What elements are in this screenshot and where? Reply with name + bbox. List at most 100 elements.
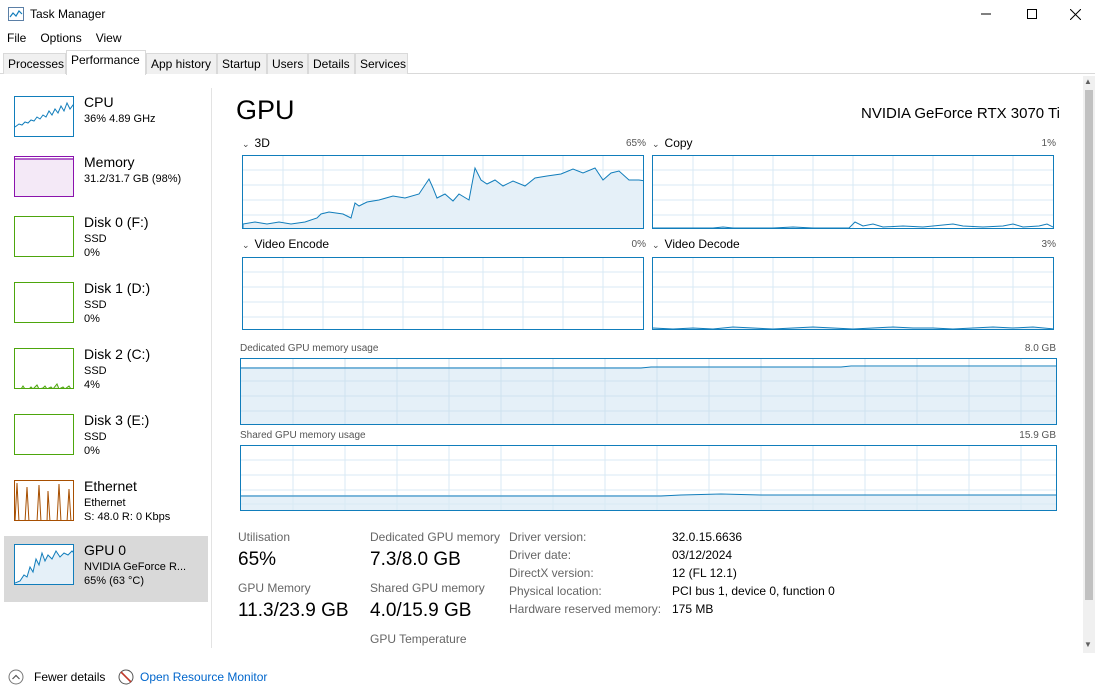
sidebar-item-disk-3[interactable]: Disk 3 (E:) SSD 0% [4, 406, 208, 472]
menu-bar: File Options View [0, 29, 129, 49]
engine-percentage: 0% [631, 239, 646, 250]
utilisation-value: 65% [238, 549, 277, 570]
sidebar-item-detail: 36% 4.89 GHz [84, 113, 156, 125]
sidebar-item-gpu-0[interactable]: GPU 0 NVIDIA GeForce R... 65% (63 °C) [4, 536, 208, 602]
resource-monitor-icon [118, 669, 134, 685]
shared-memory-stat-label: Shared GPU memory [370, 581, 485, 595]
close-icon [1069, 8, 1081, 20]
physical-location-key: Physical location: [509, 584, 602, 598]
close-button[interactable] [1052, 0, 1095, 28]
sidebar-item-detail: 31.2/31.7 GB (98%) [84, 173, 182, 185]
menu-view[interactable]: View [95, 31, 122, 45]
menu-file[interactable]: File [7, 31, 27, 45]
chevron-down-icon: ⌄ [242, 240, 250, 250]
tab-details[interactable]: Details [308, 53, 355, 74]
engine-label: Video Encode [254, 237, 330, 251]
engine-selector-video-encode[interactable]: ⌄ Video Encode [242, 237, 329, 251]
sidebar-item-disk-0[interactable]: Disk 0 (F:) SSD 0% [4, 208, 208, 274]
directx-version-value: 12 (FL 12.1) [672, 566, 737, 580]
chevron-down-icon: ⌄ [652, 240, 660, 250]
task-manager-icon [8, 7, 24, 21]
menu-options[interactable]: Options [40, 31, 82, 45]
tab-performance[interactable]: Performance [66, 50, 146, 75]
dedicated-memory-stat-value: 7.3/8.0 GB [370, 549, 461, 570]
disk-thumbnail [14, 282, 74, 323]
chevron-down-icon: ⌄ [242, 139, 250, 149]
gpu-thumbnail [14, 544, 74, 585]
driver-version-key: Driver version: [509, 530, 587, 544]
sidebar-item-usage: 0% [84, 313, 100, 325]
sidebar-item-memory[interactable]: Memory 31.2/31.7 GB (98%) [4, 148, 208, 214]
sidebar-item-disk-2[interactable]: Disk 2 (C:) SSD 4% [4, 340, 208, 406]
engine-label: Video Decode [664, 237, 740, 251]
sidebar-item-ethernet[interactable]: Ethernet Ethernet S: 48.0 R: 0 Kbps [4, 472, 208, 538]
sidebar-item-label: Disk 0 (F:) [84, 214, 149, 230]
driver-date-key: Driver date: [509, 548, 572, 562]
engine-label: 3D [254, 136, 270, 150]
shared-memory-label: Shared GPU memory usage [240, 430, 366, 441]
engine-selector-copy[interactable]: ⌄ Copy [652, 136, 693, 150]
engine-label: Copy [664, 136, 693, 150]
hardware-reserved-value: 175 MB [672, 602, 714, 616]
sidebar-item-usage: S: 48.0 R: 0 Kbps [84, 511, 171, 523]
maximize-icon [1027, 9, 1037, 19]
sidebar-item-usage: 65% (63 °C) [84, 575, 145, 587]
tab-startup[interactable]: Startup [217, 53, 267, 74]
tab-users[interactable]: Users [267, 53, 308, 74]
vertical-scrollbar[interactable]: ▲ ▼ [1083, 76, 1095, 653]
sidebar-item-label: Disk 1 (D:) [84, 280, 151, 296]
chevron-up-circle-icon [8, 669, 24, 685]
cpu-thumbnail [14, 96, 74, 137]
ethernet-thumbnail [14, 480, 74, 521]
shared-memory-stat-value: 4.0/15.9 GB [370, 600, 472, 621]
engine-selector-3d[interactable]: ⌄ 3D [242, 136, 270, 150]
open-resource-monitor-link[interactable]: Open Resource Monitor [118, 669, 267, 685]
sidebar-item-label: CPU [84, 94, 114, 110]
sidebar-item-cpu[interactable]: CPU 36% 4.89 GHz [4, 88, 208, 154]
minimize-button[interactable] [963, 0, 1009, 28]
chevron-down-icon: ⌄ [652, 139, 660, 149]
window-title: Task Manager [30, 7, 106, 21]
tab-services[interactable]: Services [355, 53, 408, 74]
scroll-down-icon[interactable]: ▼ [1084, 640, 1092, 649]
open-resource-monitor-label: Open Resource Monitor [140, 670, 268, 684]
engine-selector-video-decode[interactable]: ⌄ Video Decode [652, 237, 740, 251]
gpu-memory-label: GPU Memory [238, 581, 311, 595]
sidebar-item-disk-1[interactable]: Disk 1 (D:) SSD 0% [4, 274, 208, 340]
utilisation-label: Utilisation [238, 530, 291, 544]
sidebar-item-label: Disk 3 (E:) [84, 412, 150, 428]
page-title: GPU [236, 95, 295, 125]
driver-version-value: 32.0.15.6636 [672, 530, 743, 544]
minimize-icon [981, 13, 991, 15]
sidebar-item-usage: 0% [84, 247, 100, 259]
sidebar-item-detail: SSD [84, 431, 107, 443]
dedicated-memory-stat-label: Dedicated GPU memory [370, 530, 501, 544]
footer: Fewer details Open Resource Monitor [0, 660, 1095, 699]
resource-sidebar: CPU 36% 4.89 GHz Memory 31.2/31.7 GB (98… [0, 88, 212, 648]
sidebar-item-detail: SSD [84, 233, 107, 245]
tab-processes[interactable]: Processes [3, 53, 66, 74]
physical-location-value: PCI bus 1, device 0, function 0 [672, 584, 835, 598]
graph-shared-memory [240, 445, 1057, 511]
tab-bar: Processes Performance App history Startu… [0, 50, 1095, 75]
sidebar-item-detail: Ethernet [84, 497, 126, 509]
maximize-button[interactable] [1009, 0, 1055, 28]
dedicated-memory-label: Dedicated GPU memory usage [240, 343, 379, 354]
shared-memory-max: 15.9 GB [1019, 430, 1056, 441]
dedicated-memory-max: 8.0 GB [1024, 343, 1056, 354]
tab-app-history[interactable]: App history [146, 53, 217, 74]
scrollbar-thumb[interactable] [1085, 90, 1093, 600]
graph-dedicated-memory [240, 358, 1057, 425]
disk-thumbnail [14, 216, 74, 257]
gpu-temperature-label: GPU Temperature [370, 632, 467, 646]
graph-video-decode [652, 257, 1054, 330]
gpu-model-name: NVIDIA GeForce RTX 3070 Ti [861, 105, 1060, 122]
engine-percentage: 1% [1041, 138, 1056, 149]
graph-3d [242, 155, 644, 229]
sidebar-item-label: GPU 0 [84, 542, 127, 558]
sidebar-item-detail: SSD [84, 299, 107, 311]
fewer-details-button[interactable]: Fewer details [8, 669, 105, 685]
graph-copy [652, 155, 1054, 229]
hardware-reserved-key: Hardware reserved memory: [509, 602, 662, 616]
scroll-up-icon[interactable]: ▲ [1084, 77, 1092, 86]
